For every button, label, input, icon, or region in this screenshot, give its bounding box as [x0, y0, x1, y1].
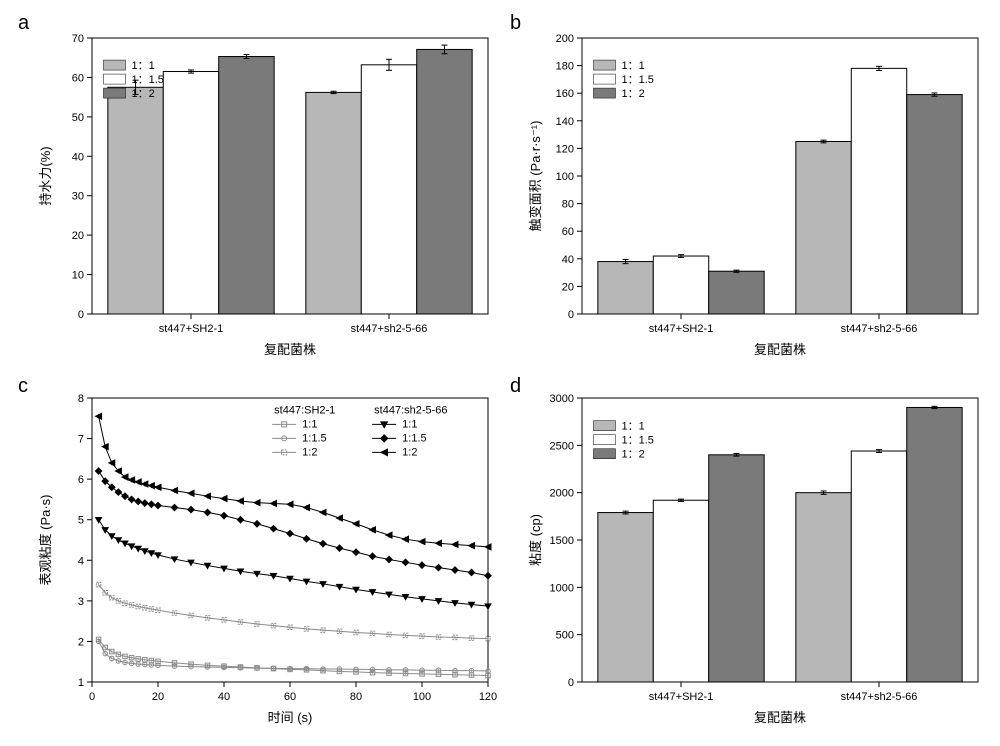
- svg-text:1: 1: [78, 677, 84, 689]
- svg-text:1：2: 1：2: [131, 88, 154, 100]
- svg-text:5: 5: [78, 515, 84, 527]
- svg-text:持水力(%): 持水力(%): [38, 146, 53, 205]
- svg-text:1：2: 1：2: [621, 88, 644, 100]
- svg-text:4: 4: [78, 555, 84, 567]
- svg-text:0: 0: [568, 677, 574, 689]
- svg-text:0: 0: [568, 309, 574, 321]
- svg-text:70: 70: [72, 33, 84, 45]
- svg-text:40: 40: [218, 691, 230, 703]
- svg-text:80: 80: [350, 691, 362, 703]
- svg-text:2: 2: [78, 636, 84, 648]
- svg-text:0: 0: [89, 691, 95, 703]
- svg-text:复配菌株: 复配菌株: [754, 342, 806, 357]
- svg-text:100: 100: [413, 691, 431, 703]
- svg-text:140: 140: [556, 116, 574, 128]
- svg-text:1：2: 1：2: [621, 449, 644, 461]
- svg-text:30: 30: [72, 191, 84, 203]
- svg-text:160: 160: [556, 88, 574, 100]
- svg-text:60: 60: [284, 691, 296, 703]
- figure-root: a b c d 010203040506070持水力(%)st447+SH2-1…: [0, 0, 1000, 746]
- svg-text:20: 20: [562, 281, 574, 293]
- panel-label-c: c: [18, 375, 28, 398]
- svg-text:50: 50: [72, 112, 84, 124]
- svg-text:触变面积 (Pa·r·s⁻¹): 触变面积 (Pa·r·s⁻¹): [528, 121, 543, 232]
- svg-text:1000: 1000: [550, 582, 574, 594]
- svg-text:1:1.5: 1:1.5: [402, 432, 426, 444]
- panel-d: 0 500 1000 1500 2000 2500 3000 粘度 (cp) st447+SH2…: [520, 380, 990, 738]
- svg-text:1：1: 1：1: [131, 60, 154, 72]
- panel-c: 12345678020406080100120表观粘度 (Pa·s)时间 (s)…: [30, 380, 500, 738]
- svg-text:1:2: 1:2: [402, 446, 417, 458]
- svg-text:180: 180: [556, 61, 574, 73]
- svg-text:1：1: 1：1: [621, 421, 644, 433]
- svg-text:0: 0: [78, 309, 84, 321]
- svg-text:3000: 3000: [550, 393, 574, 405]
- svg-text:st447+sh2-5-66: st447+sh2-5-66: [841, 691, 918, 703]
- svg-text:st447:sh2-5-66: st447:sh2-5-66: [374, 404, 447, 416]
- svg-text:st447+SH2-1: st447+SH2-1: [649, 323, 714, 335]
- svg-text:20: 20: [152, 691, 164, 703]
- svg-text:1:1: 1:1: [402, 418, 417, 430]
- svg-text:复配菌株: 复配菌株: [754, 710, 806, 725]
- svg-text:1：1: 1：1: [621, 60, 644, 72]
- svg-text:120: 120: [556, 143, 574, 155]
- panel-label-a: a: [18, 12, 29, 35]
- svg-text:st447+sh2-5-66: st447+sh2-5-66: [841, 323, 918, 335]
- svg-text:1：1.5: 1：1.5: [621, 435, 653, 447]
- svg-text:40: 40: [562, 254, 574, 266]
- svg-text:st447+SH2-1: st447+SH2-1: [159, 323, 224, 335]
- svg-text:表观粘度 (Pa·s): 表观粘度 (Pa·s): [38, 494, 53, 585]
- svg-text:120: 120: [479, 691, 497, 703]
- svg-text:1:1.5: 1:1.5: [302, 432, 326, 444]
- svg-text:复配菌株: 复配菌株: [264, 342, 316, 357]
- svg-text:1500: 1500: [550, 535, 574, 547]
- svg-text:8: 8: [78, 393, 84, 405]
- svg-text:80: 80: [562, 199, 574, 211]
- svg-text:100: 100: [556, 171, 574, 183]
- svg-text:1:1: 1:1: [302, 418, 317, 430]
- svg-text:2500: 2500: [550, 440, 574, 452]
- svg-text:40: 40: [72, 151, 84, 163]
- svg-text:1:2: 1:2: [302, 446, 317, 458]
- svg-text:时间 (s): 时间 (s): [268, 710, 313, 725]
- svg-text:粘度 (cp): 粘度 (cp): [528, 514, 543, 566]
- svg-text:st447+SH2-1: st447+SH2-1: [649, 691, 714, 703]
- svg-text:500: 500: [556, 630, 574, 642]
- svg-text:1：1.5: 1：1.5: [621, 74, 653, 86]
- svg-text:60: 60: [72, 72, 84, 84]
- panel-b: 0 20 40 60 80 100 120 140 160 180 200 触变面积 (Pa·r·s⁻…: [520, 20, 990, 370]
- svg-text:6: 6: [78, 474, 84, 486]
- svg-text:7: 7: [78, 434, 84, 446]
- svg-text:20: 20: [72, 230, 84, 242]
- svg-text:200: 200: [556, 33, 574, 45]
- panel-a: 0 10 20 30 40 50 60 70 持水力(%) st447+SH2-1 st447+sh…: [30, 20, 500, 370]
- svg-text:st447+sh2-5-66: st447+sh2-5-66: [351, 323, 428, 335]
- svg-text:1：1.5: 1：1.5: [131, 74, 163, 86]
- svg-text:60: 60: [562, 226, 574, 238]
- svg-text:3: 3: [78, 596, 84, 608]
- svg-text:st447:SH2-1: st447:SH2-1: [274, 404, 335, 416]
- svg-text:10: 10: [72, 270, 84, 282]
- svg-text:2000: 2000: [550, 488, 574, 500]
